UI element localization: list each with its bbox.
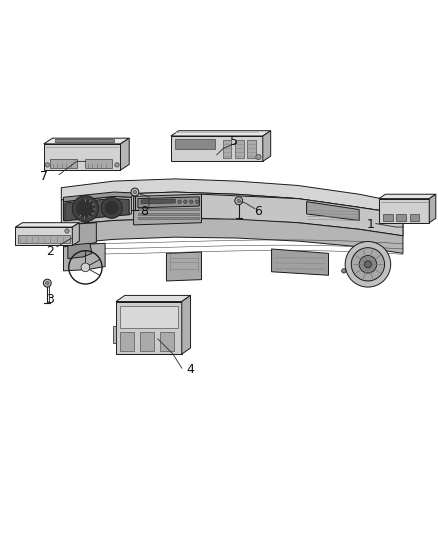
Polygon shape bbox=[410, 214, 419, 221]
Text: 3: 3 bbox=[46, 293, 54, 306]
Polygon shape bbox=[171, 136, 263, 161]
Polygon shape bbox=[138, 197, 199, 208]
Polygon shape bbox=[15, 223, 79, 227]
Circle shape bbox=[81, 263, 90, 272]
Circle shape bbox=[133, 190, 137, 194]
Polygon shape bbox=[160, 332, 174, 351]
Polygon shape bbox=[50, 159, 77, 168]
Polygon shape bbox=[134, 194, 201, 225]
Polygon shape bbox=[138, 217, 199, 219]
Circle shape bbox=[131, 188, 139, 196]
Polygon shape bbox=[263, 131, 271, 161]
Polygon shape bbox=[61, 192, 403, 236]
Circle shape bbox=[76, 199, 95, 219]
Polygon shape bbox=[68, 243, 92, 259]
Polygon shape bbox=[247, 140, 256, 158]
Polygon shape bbox=[120, 138, 129, 170]
Polygon shape bbox=[72, 223, 79, 246]
Circle shape bbox=[45, 163, 49, 167]
Polygon shape bbox=[379, 194, 436, 199]
Circle shape bbox=[72, 196, 99, 222]
Polygon shape bbox=[64, 219, 403, 253]
Polygon shape bbox=[223, 140, 231, 158]
Polygon shape bbox=[307, 201, 359, 221]
Text: 2: 2 bbox=[46, 245, 54, 257]
Circle shape bbox=[235, 197, 243, 205]
Polygon shape bbox=[272, 249, 328, 275]
Circle shape bbox=[104, 200, 119, 215]
Circle shape bbox=[101, 197, 122, 219]
Polygon shape bbox=[182, 295, 191, 354]
Polygon shape bbox=[138, 208, 199, 211]
Circle shape bbox=[237, 199, 240, 203]
Text: 5: 5 bbox=[230, 135, 238, 148]
Polygon shape bbox=[64, 223, 96, 247]
Circle shape bbox=[184, 200, 187, 204]
Circle shape bbox=[195, 200, 199, 204]
Circle shape bbox=[43, 279, 51, 287]
Circle shape bbox=[46, 281, 49, 285]
Circle shape bbox=[351, 248, 385, 281]
Text: 4: 4 bbox=[187, 363, 194, 376]
Polygon shape bbox=[116, 302, 182, 354]
Polygon shape bbox=[15, 227, 72, 246]
Polygon shape bbox=[65, 199, 129, 221]
Polygon shape bbox=[44, 138, 129, 144]
Polygon shape bbox=[64, 197, 131, 221]
Polygon shape bbox=[113, 326, 116, 343]
Circle shape bbox=[364, 261, 371, 268]
Polygon shape bbox=[138, 213, 199, 215]
Circle shape bbox=[115, 163, 119, 167]
Circle shape bbox=[345, 241, 391, 287]
Polygon shape bbox=[429, 194, 436, 223]
Polygon shape bbox=[175, 140, 215, 149]
Circle shape bbox=[342, 269, 346, 273]
Polygon shape bbox=[140, 332, 154, 351]
Polygon shape bbox=[383, 214, 393, 221]
Polygon shape bbox=[61, 179, 403, 214]
Polygon shape bbox=[120, 306, 178, 328]
Polygon shape bbox=[201, 194, 403, 236]
Polygon shape bbox=[379, 199, 429, 223]
Polygon shape bbox=[44, 144, 120, 170]
Circle shape bbox=[190, 200, 193, 204]
Circle shape bbox=[178, 200, 181, 204]
Polygon shape bbox=[55, 140, 114, 142]
Polygon shape bbox=[85, 159, 112, 168]
Polygon shape bbox=[396, 214, 406, 221]
Text: 7: 7 bbox=[40, 170, 48, 183]
Polygon shape bbox=[235, 140, 244, 158]
Circle shape bbox=[256, 155, 261, 159]
Polygon shape bbox=[64, 243, 105, 271]
Polygon shape bbox=[120, 332, 134, 351]
Polygon shape bbox=[64, 192, 134, 201]
Circle shape bbox=[65, 229, 69, 233]
Polygon shape bbox=[166, 252, 201, 281]
Circle shape bbox=[359, 255, 377, 273]
Text: 1: 1 bbox=[366, 219, 374, 231]
Polygon shape bbox=[171, 131, 271, 136]
Polygon shape bbox=[141, 199, 175, 204]
Text: 6: 6 bbox=[254, 205, 262, 218]
Polygon shape bbox=[18, 235, 70, 243]
Polygon shape bbox=[116, 295, 191, 302]
Text: 8: 8 bbox=[141, 205, 148, 218]
